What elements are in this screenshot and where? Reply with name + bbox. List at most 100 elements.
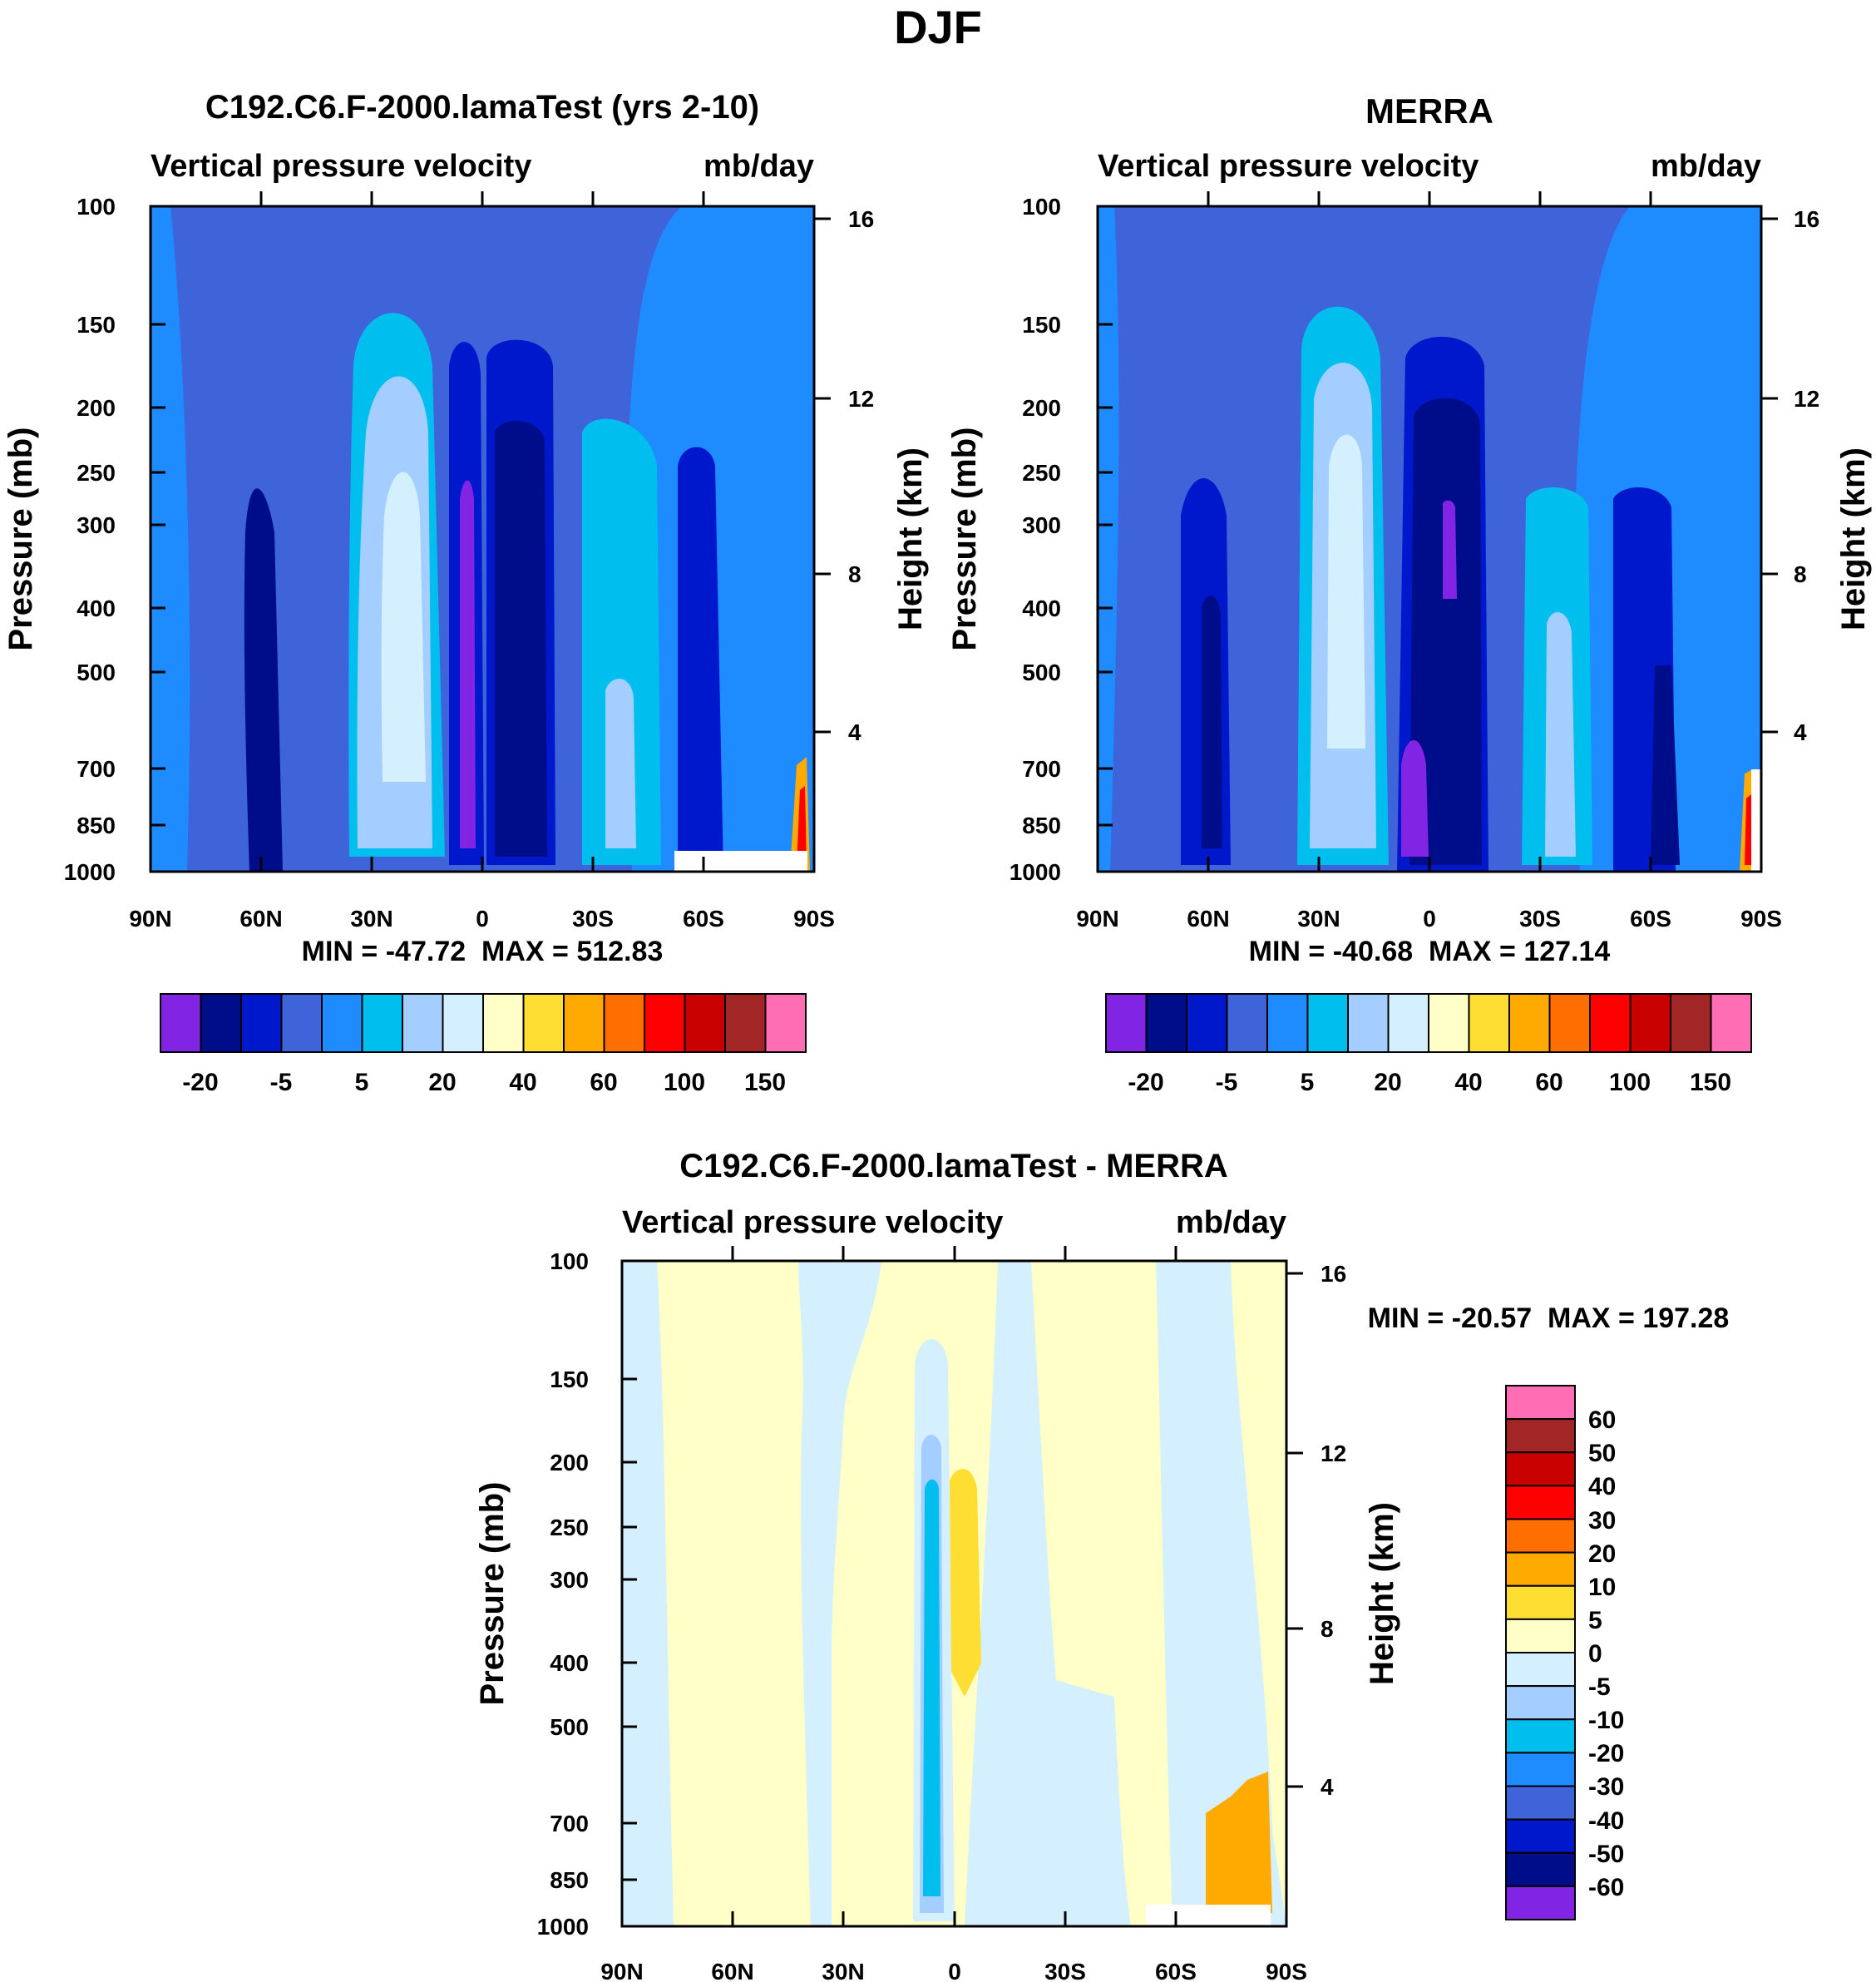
panel-diff-y2-ticks	[1286, 1272, 1303, 1788]
panel-diff-ylabel: Pressure (mb)	[474, 1482, 511, 1706]
colorbar-swatch	[1670, 993, 1712, 1053]
colorbar-swatch	[1145, 993, 1187, 1053]
colorbar-label: 100	[664, 1069, 705, 1096]
panel-diff-y2-tick-labels: 16 12 8 4	[1321, 1261, 1346, 1800]
contour-band-light-blue-north	[622, 1261, 674, 1926]
colorbar-swatch	[1589, 993, 1632, 1053]
colorbar-swatch	[482, 993, 525, 1053]
colorbar-swatch	[1505, 1584, 1576, 1620]
contour-band-pale-blue-30s	[1545, 612, 1576, 857]
contour-band-light-blue-south-polar	[1156, 1261, 1286, 1926]
panel-diff-subtitle-right: mb/day	[1176, 1205, 1286, 1240]
colorbar-label: 5	[1301, 1069, 1315, 1096]
y2-tick-label: 4	[1794, 719, 1807, 745]
panel-diff-x-tick-labels: 90N 60N 30N 0 30S 60S 90S	[600, 1959, 1307, 1982]
y-tick-label: 1000	[1010, 859, 1061, 885]
colorbar-swatch	[1505, 1518, 1576, 1554]
colorbar-swatch	[321, 993, 363, 1053]
panel-diff-title: C192.C6.F-2000.lamaTest - MERRA	[679, 1148, 1228, 1184]
panel-merra-y-tick-labels: 100 150 200 250 300 400 500 700 850 1000	[1010, 194, 1061, 885]
colorbar-swatch	[1505, 1551, 1576, 1587]
panel-merra-colorbar-labels: -20 -5 5 20 40 60 100 150	[1128, 1069, 1731, 1096]
x-tick-label: 60S	[683, 906, 724, 932]
panel-model-x-ticks	[259, 191, 705, 872]
contour-band-strong-ascent-60s	[678, 447, 723, 872]
panel-model-x-tick-labels: 90N 60N 30N 0 30S 60S 90S	[129, 906, 835, 932]
colorbar-label: -5	[1216, 1069, 1238, 1096]
y2-tick-label: 12	[1321, 1441, 1346, 1466]
colorbar-swatch	[1226, 993, 1268, 1053]
colorbar-label: 40	[1588, 1473, 1616, 1500]
colorbar-swatch	[644, 993, 686, 1053]
panel-diff-x-ticks	[731, 1246, 1177, 1926]
panel-merra-subtitle-left: Vertical pressure velocity	[1098, 149, 1479, 184]
y-tick-label: 1000	[64, 859, 116, 885]
y-tick-label: 250	[550, 1515, 589, 1540]
y-tick-label: 1000	[537, 1914, 589, 1940]
colorbar-swatch	[1468, 993, 1510, 1053]
contour-band-blue-equator-core	[923, 1479, 940, 1896]
colorbar-swatch	[1428, 993, 1470, 1053]
missing-data-region	[1751, 769, 1761, 872]
y2-tick-label: 4	[1321, 1774, 1334, 1800]
x-tick-label: 90N	[129, 906, 171, 932]
panel-merra-y2-tick-labels: 16 12 8 4	[1794, 206, 1819, 745]
panel-merra-title: MERRA	[1365, 91, 1493, 131]
x-tick-label: 30N	[1297, 906, 1340, 932]
missing-data-region	[1146, 1905, 1271, 1926]
colorbar-label: -50	[1588, 1841, 1624, 1868]
colorbar-label: 60	[1588, 1406, 1616, 1434]
y-tick-label: 400	[1022, 596, 1061, 621]
y-tick-label: 700	[77, 756, 116, 782]
contour-band-warm-polar	[1206, 1772, 1272, 1913]
panel-diff-subtitle-left: Vertical pressure velocity	[622, 1205, 1003, 1240]
y-tick-label: 850	[77, 813, 116, 838]
contour-band-equator-min-lower	[1401, 740, 1429, 857]
colorbar-label: 60	[590, 1069, 617, 1096]
panel-model-subtitle-right: mb/day	[704, 149, 814, 184]
colorbar-swatch	[160, 993, 202, 1053]
contour-band-equator-core	[1409, 398, 1482, 865]
x-tick-label: 90S	[1266, 1959, 1307, 1982]
colorbar-label: 30	[1588, 1507, 1616, 1535]
colorbar-label: -20	[1128, 1069, 1163, 1096]
y2-tick-label: 4	[848, 719, 861, 745]
x-tick-label: 60N	[711, 1959, 753, 1982]
panel-diff-stats: MIN = -20.57 MAX = 197.28	[1368, 1302, 1730, 1334]
x-tick-label: 30S	[1044, 1959, 1086, 1982]
x-tick-label: 30N	[822, 1959, 864, 1982]
colorbar-swatch	[1505, 1618, 1576, 1653]
contour-band-pale-blue-30s	[605, 679, 636, 848]
colorbar-swatch	[724, 993, 767, 1053]
panel-merra-y-ticks	[1098, 205, 1113, 827]
colorbar-swatch	[1505, 1752, 1576, 1787]
panel-merra-stats: MIN = -40.68 MAX = 127.14	[1249, 936, 1611, 967]
colorbar-swatch	[1505, 1418, 1576, 1454]
colorbar-swatch	[361, 993, 403, 1053]
panel-model-y-tick-labels: 100 150 200 250 300 400 500 700 850 1000	[64, 194, 116, 885]
colorbar-label: 50	[1588, 1440, 1616, 1467]
colorbar-label: 0	[1588, 1640, 1602, 1668]
colorbar-label: -10	[1588, 1707, 1624, 1734]
colorbar-label: -20	[1588, 1740, 1624, 1767]
y-tick-label: 150	[550, 1367, 589, 1392]
colorbar-swatch	[280, 993, 323, 1053]
y-tick-label: 850	[1022, 813, 1061, 838]
colorbar-label: 5	[1588, 1607, 1602, 1634]
y-tick-label: 300	[550, 1567, 589, 1593]
y-tick-label: 200	[77, 395, 116, 421]
panel-model-y2-tick-labels: 16 12 8 4	[848, 206, 874, 745]
colorbar-swatch	[764, 993, 807, 1053]
y2-tick-label: 16	[1794, 206, 1819, 232]
y2-tick-label: 8	[848, 561, 861, 587]
y-tick-label: 150	[77, 312, 116, 338]
x-tick-label: 60S	[1155, 1959, 1197, 1982]
colorbar-swatch	[603, 993, 645, 1053]
y-tick-label: 300	[1022, 512, 1061, 538]
y-tick-label: 100	[1022, 194, 1061, 220]
colorbar-swatch	[240, 993, 283, 1053]
contour-band-polar-hot	[1745, 794, 1753, 865]
x-tick-label: 90N	[600, 1959, 643, 1982]
y2-tick-label: 12	[1794, 386, 1819, 412]
colorbar-label: 5	[355, 1069, 369, 1096]
